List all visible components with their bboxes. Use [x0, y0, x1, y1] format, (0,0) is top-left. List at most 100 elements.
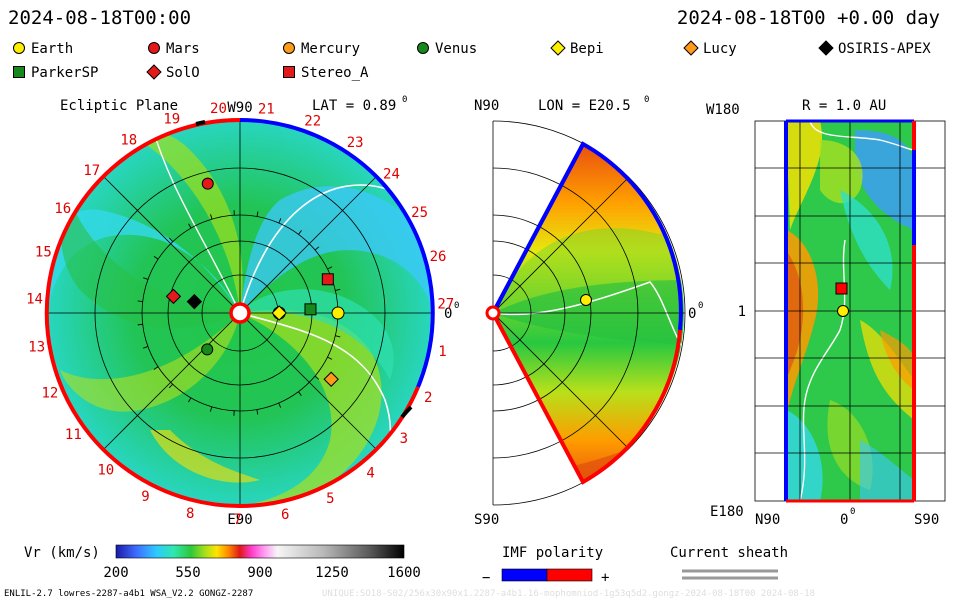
legend-marker-osiris-apex — [818, 40, 834, 56]
ecliptic-bodies — [165, 177, 345, 387]
ecliptic-imf-ring-positive — [44, 118, 420, 508]
radial-panel: W180 R = 1.0 AU 1 E180 N90 0 0 S90 — [706, 98, 946, 528]
sector-number-21: 21 — [258, 102, 275, 118]
sector-number-26: 26 — [430, 249, 447, 265]
sun-marker — [229, 302, 251, 324]
sector-number-27: 27 — [437, 296, 454, 312]
sector-number-20: 20 — [210, 101, 227, 117]
sector-number-25: 25 — [411, 205, 428, 221]
meridional-title-degree: 0 — [644, 95, 649, 105]
carrington-sector-numbers: 20 21222324252627123456789101112131415161… — [26, 101, 454, 528]
meridional-bottom-label: S90 — [474, 512, 499, 528]
colorbar-tick-1600: 1600 — [387, 565, 421, 581]
colorbar-tick-550: 550 — [175, 565, 200, 581]
imf-negative-swatch — [501, 568, 548, 582]
radial-top-left-label: W180 — [706, 102, 740, 118]
sector-number-11: 11 — [65, 427, 82, 443]
legend-marker-venus — [417, 42, 429, 54]
ecliptic-grid — [47, 120, 433, 506]
sector-number-14: 14 — [26, 292, 43, 308]
meridional-panel: N90 LON = E20.5 0 S90 0 0 — [474, 95, 703, 528]
sector-number-4: 4 — [366, 465, 374, 481]
ecliptic-marker-parkersp — [304, 303, 317, 316]
radial-grid — [754, 120, 946, 502]
ecliptic-panel: Ecliptic Plane LAT = 0.89 0 W90 E90 0 0 … — [26, 95, 459, 528]
legend-label-earth: Earth — [31, 41, 73, 57]
sheath-label: Current sheath — [670, 545, 788, 561]
colorbar-tick-900: 900 — [247, 565, 272, 581]
legend-marker-parkersp — [13, 66, 25, 78]
colorbar-tick-200: 200 — [103, 565, 128, 581]
radial-x-label-s90: S90 — [914, 512, 939, 528]
sector-number-24: 24 — [383, 166, 400, 182]
legend-marker-earth — [13, 42, 25, 54]
radial-earth-marker — [837, 305, 849, 317]
legend-marker-lucy — [683, 40, 699, 56]
legend-label-parkersp: ParkerSP — [31, 65, 98, 81]
ecliptic-marker-lucy — [323, 371, 339, 387]
ecliptic-marker-solo — [165, 288, 182, 305]
ecliptic-lat-label: LAT = 0.89 — [312, 98, 396, 114]
meridional-right-degree: 0 — [698, 301, 703, 311]
legend-label-osiris-apex: OSIRIS-APEX — [838, 41, 931, 57]
sector-number-1: 1 — [438, 344, 446, 360]
ecliptic-right-label: 0 — [444, 306, 452, 322]
ecliptic-marker-earth — [331, 306, 345, 320]
footer-run-id: UNIQUE:SO18-S02/256x30x90x1.2287-a4b1.16… — [322, 589, 815, 599]
legend-label-mars: Mars — [166, 41, 200, 57]
imf-minus: − — [482, 570, 490, 586]
right-timestamp: 2024-08-18T00 +0.00 day — [677, 7, 940, 29]
sector-number-15: 15 — [35, 245, 52, 261]
sector-number-3: 3 — [400, 431, 408, 447]
imf-polarity-legend: IMF polarity − + — [482, 545, 609, 586]
ecliptic-marker-stereo-a — [321, 273, 334, 286]
meridional-title: LON = E20.5 — [538, 98, 631, 114]
ecliptic-marker-mars — [201, 177, 214, 190]
sector-number-12: 12 — [41, 385, 58, 401]
colorbar-ticks: 200 550 900 1250 1600 — [103, 565, 421, 581]
ecliptic-top-label: W90 — [227, 100, 252, 116]
legend-marker-solo — [146, 64, 162, 80]
colorbar-gradient — [115, 544, 405, 559]
meridional-imf-ring-negative — [491, 141, 683, 331]
colorbar-tick-1250: 1250 — [315, 565, 349, 581]
colorbar-label: Vr (km/s) — [24, 545, 100, 561]
ecliptic-bottom-label: E90 — [227, 512, 252, 528]
radial-x-label-n90: N90 — [755, 512, 780, 528]
sector-number-16: 16 — [54, 201, 71, 217]
meridional-right-label: 0 — [688, 306, 696, 322]
sector-number-5: 5 — [326, 491, 334, 507]
legend-marker-bepi — [550, 40, 566, 56]
radial-bottom-left-label: E180 — [710, 504, 744, 520]
sector-number-19: 19 — [163, 112, 180, 128]
current-sheath-legend: Current sheath — [670, 545, 788, 580]
meridional-top-label: N90 — [474, 98, 499, 114]
sector-number-17: 17 — [83, 163, 100, 179]
sector-number-7: 7 — [233, 512, 241, 528]
ecliptic-marker-venus — [201, 343, 214, 356]
ecliptic-marker-bepi — [271, 305, 287, 321]
sector-number-2: 2 — [424, 390, 432, 406]
velocity-colorbar: Vr (km/s) 200 550 900 1250 1600 — [24, 544, 421, 581]
footer-model-info: ENLIL-2.7 lowres-2287-a4b1 WSA_V2.2 GONG… — [4, 589, 253, 599]
ecliptic-earth-orbit-ticks — [137, 210, 344, 416]
left-timestamp: 2024-08-18T00:00 — [8, 7, 191, 29]
meridional-velocity-map — [493, 144, 684, 482]
legend-marker-mars — [148, 42, 160, 54]
legend-label-solo: SolO — [166, 65, 200, 81]
sector-number-18: 18 — [120, 133, 137, 149]
legend-label-lucy: Lucy — [703, 41, 737, 57]
radial-x-degree: 0 — [850, 507, 855, 517]
legend-label-mercury: Mercury — [301, 41, 360, 57]
radial-x-label-0: 0 — [840, 512, 848, 528]
meridional-imf-ring-positive — [491, 312, 682, 485]
legend-marker-stereo-a — [283, 66, 295, 78]
legend: Earth Mars Mercury Venus Bepi Lucy OSIRIS-APEX… — [13, 40, 931, 81]
legend-label-stereo-a: Stereo_A — [301, 65, 369, 81]
sector-number-8: 8 — [186, 506, 194, 522]
sector-number-22: 22 — [304, 113, 321, 129]
sector-number-9: 9 — [141, 489, 149, 505]
legend-label-venus: Venus — [435, 41, 477, 57]
radial-mid-label: 1 — [738, 304, 746, 320]
